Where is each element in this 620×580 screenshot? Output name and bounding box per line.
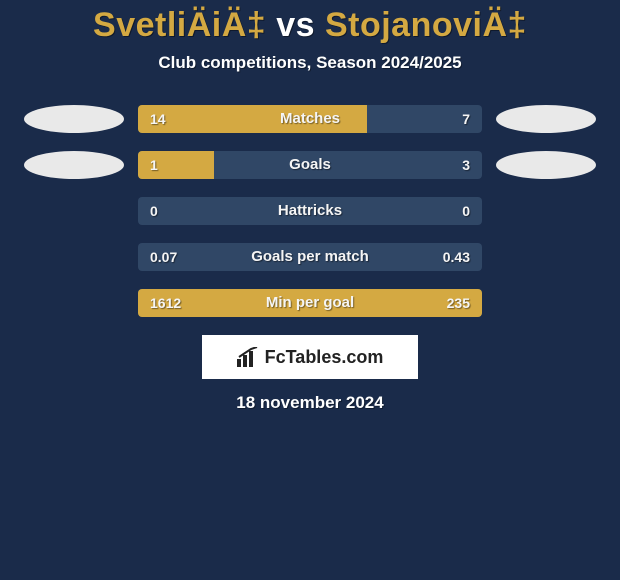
left-value: 0.07	[138, 243, 189, 271]
stat-bar: Goals per match0.070.43	[138, 243, 482, 271]
left-value: 0	[138, 197, 170, 225]
subtitle: Club competitions, Season 2024/2025	[0, 53, 620, 73]
left-ellipse	[24, 289, 124, 317]
right-value: 7	[450, 105, 482, 133]
left-ellipse	[24, 243, 124, 271]
stat-label: Matches	[138, 105, 482, 133]
left-ellipse	[24, 151, 124, 179]
page-title: SvetliÄiÄ‡ vs StojanoviÄ‡	[0, 6, 620, 45]
left-value: 1612	[138, 289, 193, 317]
stat-row: Hattricks0 0	[0, 197, 620, 225]
stat-rows: Matches147Goals13Hattricks00Goals per ma…	[0, 105, 620, 317]
left-value: 1	[138, 151, 170, 179]
left-ellipse	[24, 105, 124, 133]
stat-row: Matches14 7	[0, 105, 620, 133]
right-ellipse	[496, 105, 596, 133]
stat-bar: Goals1 3	[138, 151, 482, 179]
chart-icon	[237, 347, 259, 367]
right-value: 3	[450, 151, 482, 179]
right-value: 0	[450, 197, 482, 225]
comparison-card: SvetliÄiÄ‡ vs StojanoviÄ‡ Club competiti…	[0, 0, 620, 413]
stat-label: Hattricks	[138, 197, 482, 225]
stat-row: Goals1 3	[0, 151, 620, 179]
left-ellipse	[24, 197, 124, 225]
logo-text: FcTables.com	[265, 347, 384, 368]
stat-bar: Hattricks0 0	[138, 197, 482, 225]
stat-bar: Min per goal1612235	[138, 289, 482, 317]
stat-label: Goals	[138, 151, 482, 179]
date-text: 18 november 2024	[0, 393, 620, 413]
player1-name: SvetliÄiÄ‡	[93, 6, 266, 44]
right-ellipse	[496, 289, 596, 317]
player2-name: StojanoviÄ‡	[325, 6, 527, 44]
vs-text: vs	[276, 6, 315, 44]
stat-row: Min per goal1612235	[0, 289, 620, 317]
fctables-logo: FcTables.com	[202, 335, 418, 379]
stat-bar: Matches14 7	[138, 105, 482, 133]
left-value: 14	[138, 105, 178, 133]
right-ellipse	[496, 243, 596, 271]
right-ellipse	[496, 197, 596, 225]
right-ellipse	[496, 151, 596, 179]
right-value: 235	[435, 289, 482, 317]
stat-row: Goals per match0.070.43	[0, 243, 620, 271]
right-value: 0.43	[431, 243, 482, 271]
